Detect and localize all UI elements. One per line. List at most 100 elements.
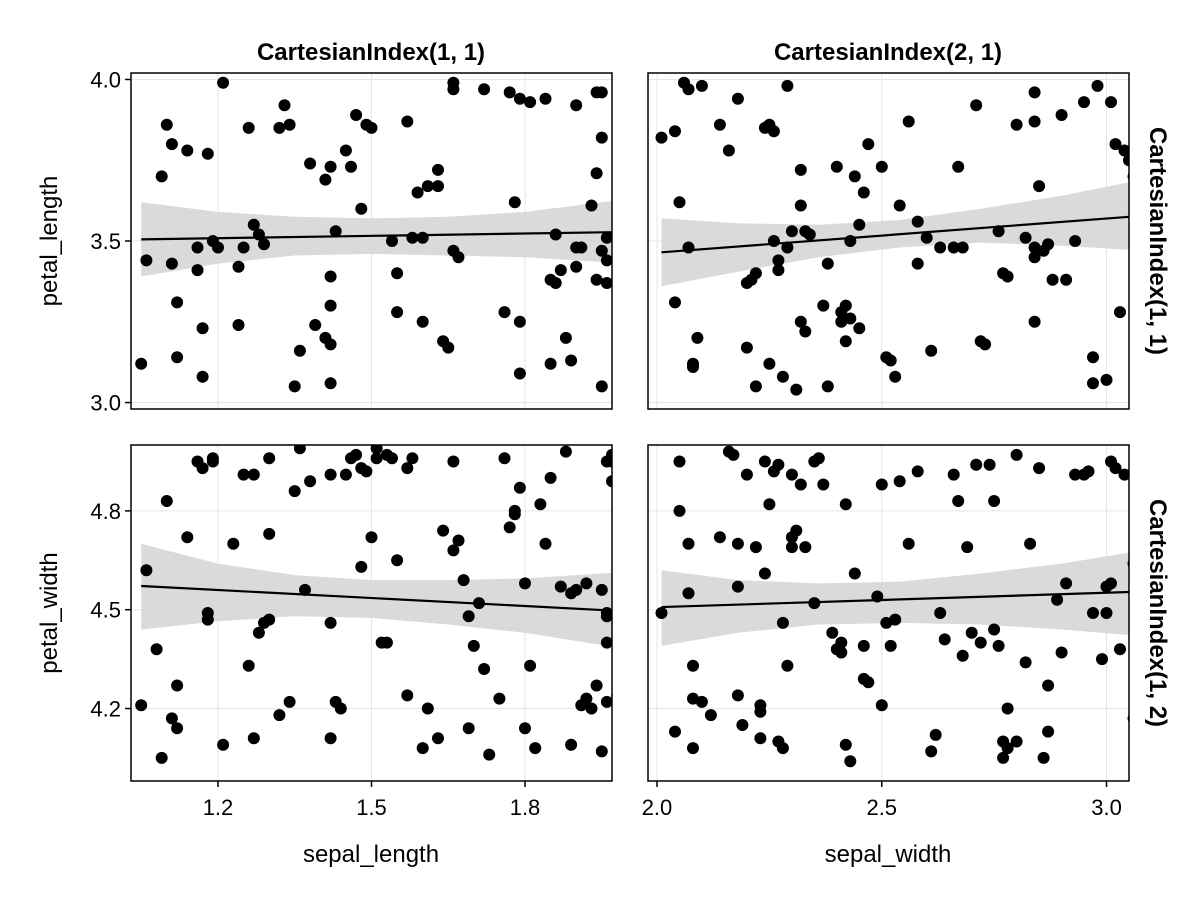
data-point (785, 468, 798, 481)
data-point (687, 361, 699, 373)
data-point (252, 228, 265, 241)
panel-plot-area (655, 76, 1129, 396)
data-point (237, 468, 250, 481)
data-point (713, 118, 726, 131)
data-point (772, 254, 785, 267)
panel-plot-area (135, 76, 628, 393)
data-point (549, 228, 562, 241)
data-point (283, 695, 296, 708)
data-point (1060, 273, 1073, 286)
data-point (920, 231, 933, 244)
data-point (1118, 144, 1129, 157)
data-point (952, 495, 965, 507)
data-point (595, 583, 608, 596)
data-point (682, 537, 695, 550)
data-point (263, 527, 276, 540)
data-point (339, 468, 352, 481)
data-point (799, 325, 812, 338)
regression-line (141, 231, 612, 241)
data-point (355, 560, 368, 573)
data-point (839, 335, 852, 348)
data-point (273, 121, 286, 134)
data-point (478, 663, 491, 675)
data-point (1028, 241, 1041, 254)
data-point (263, 452, 276, 465)
data-point (595, 745, 608, 758)
data-point (324, 270, 337, 283)
data-point (467, 639, 480, 652)
data-point (329, 225, 342, 238)
data-point (600, 277, 612, 289)
data-point (293, 344, 306, 357)
data-point (559, 331, 572, 344)
data-point (288, 380, 301, 393)
data-point (565, 354, 578, 367)
data-point (713, 531, 726, 544)
data-point (350, 448, 363, 461)
data-point (763, 357, 776, 370)
data-point (893, 475, 906, 488)
data-point (334, 702, 347, 715)
data-point (947, 468, 960, 481)
data-point (217, 738, 230, 751)
confidence-band (141, 200, 612, 277)
data-point (776, 742, 789, 755)
data-point (401, 689, 414, 702)
data-point (938, 633, 951, 646)
data-point (140, 254, 153, 267)
data-point (1033, 180, 1046, 193)
data-point (324, 299, 337, 312)
data-point (785, 225, 798, 238)
data-point (478, 83, 491, 96)
data-point (232, 260, 245, 273)
data-point (227, 537, 240, 550)
data-point (848, 567, 861, 580)
data-point (875, 160, 888, 173)
data-point (749, 267, 762, 280)
data-point (934, 607, 947, 619)
data-point (600, 607, 612, 619)
data-point (324, 468, 337, 481)
data-point (1042, 725, 1055, 738)
data-point (299, 583, 311, 596)
data-point (416, 742, 429, 755)
data-point (844, 312, 857, 325)
data-point (580, 577, 593, 590)
data-point (1028, 86, 1041, 99)
confidence-band (661, 182, 1129, 287)
panel-frame (647, 72, 1130, 410)
data-point (273, 709, 286, 722)
data-point (447, 83, 460, 96)
data-point (669, 125, 681, 138)
data-point (324, 616, 337, 629)
data-point (929, 728, 942, 741)
data-point (473, 597, 485, 610)
data-point (247, 732, 260, 745)
data-point (616, 138, 628, 150)
data-point (339, 144, 352, 157)
panel-r2-c2: 2.0 2.5 3.0 (642, 444, 1130, 820)
data-point (1118, 468, 1129, 481)
data-point (682, 241, 695, 254)
data-point (889, 613, 902, 626)
data-point (1100, 373, 1113, 386)
data-point (799, 541, 812, 554)
data-point (731, 689, 744, 702)
data-point (611, 692, 612, 699)
data-point (570, 99, 583, 112)
data-point (704, 709, 717, 722)
data-point (997, 751, 1010, 764)
data-point (437, 524, 450, 537)
x-tick-label: 3.0 (1091, 795, 1122, 820)
data-point (165, 138, 178, 151)
data-point (242, 659, 255, 672)
data-point (1114, 643, 1126, 656)
y-axis-label-top: petal_length (36, 176, 63, 307)
y-tick-label: 4.0 (90, 67, 121, 92)
data-point (554, 264, 567, 277)
data-point (826, 626, 839, 639)
data-point (1024, 537, 1037, 550)
data-point (695, 695, 708, 708)
data-point (155, 751, 168, 764)
